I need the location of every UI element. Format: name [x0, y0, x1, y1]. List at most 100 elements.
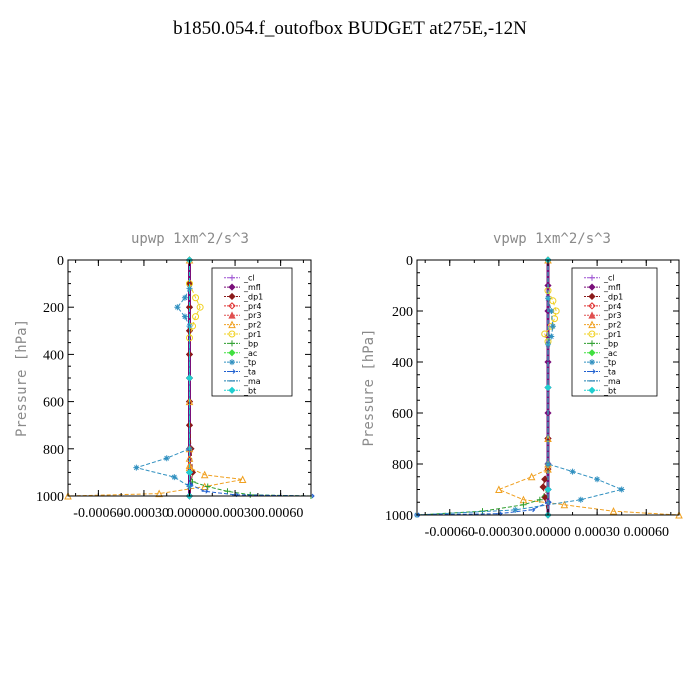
x-tick-label: 0.00060 — [258, 506, 304, 521]
legend-label-cl: _cl — [603, 274, 615, 283]
y-tick-label: 1000 — [385, 509, 413, 524]
data-point-tp — [548, 308, 555, 314]
y-tick-label: 600 — [392, 407, 413, 422]
data-point-pr2 — [155, 489, 163, 498]
y-tick-label: 0 — [406, 254, 413, 269]
x-tick-label: 0.00000 — [525, 525, 571, 540]
data-point-tp — [186, 483, 193, 490]
data-point-pr1 — [192, 313, 200, 321]
data-point-pr2 — [200, 470, 209, 479]
data-point-pr1 — [549, 297, 557, 305]
legend-marker-pr1 — [588, 330, 596, 338]
y-tick-label: 0 — [57, 254, 64, 269]
data-point-pr2 — [185, 461, 194, 469]
legend-label-ta: _ta — [243, 368, 256, 377]
data-point-ta — [201, 488, 209, 494]
legend-label-mfl: _mfl — [603, 283, 621, 292]
legend-marker-pr3 — [588, 311, 596, 319]
legend-label-tp: _tp — [603, 358, 616, 367]
legend-label-tp: _tp — [243, 358, 256, 367]
legend-label-mfl: _mfl — [243, 283, 261, 292]
data-point-tp — [133, 464, 140, 471]
data-point-bt — [544, 383, 552, 392]
panel-title: vpwp 1xm^2/s^3 — [493, 231, 611, 247]
series-line-pr2 — [497, 260, 680, 516]
legend-label-pr4: _pr4 — [243, 302, 261, 311]
data-point-tp — [163, 455, 170, 462]
legend-marker-ta — [589, 369, 596, 374]
data-point-pr2 — [560, 500, 569, 509]
legend-marker-cl — [229, 274, 235, 281]
legend-label-dp1: _dp1 — [603, 292, 623, 301]
legend-marker-pr2 — [588, 320, 596, 329]
legend-marker-ac — [588, 349, 596, 357]
y-axis-label: Pressure [hPa] — [14, 319, 30, 437]
series-line-pr1 — [544, 290, 557, 342]
data-point-pr2 — [527, 472, 536, 481]
y-tick-label: 400 — [392, 356, 413, 371]
data-point-bp — [520, 501, 527, 508]
x-tick-label: -0.00060 — [425, 525, 475, 540]
x-tick-label: -0.00030 — [474, 525, 524, 540]
legend-label-pr2: _pr2 — [603, 321, 621, 330]
legend-label-bp: _bp — [243, 339, 258, 348]
legend-label-ac: _ac — [243, 349, 257, 358]
legend-marker-pr2 — [228, 320, 236, 329]
data-point-bp — [536, 496, 543, 503]
legend-marker-bt — [588, 386, 596, 394]
x-tick-label: 0.00060 — [624, 525, 670, 540]
legend-label-dp1: _dp1 — [243, 292, 263, 301]
x-tick-label: 0.00030 — [574, 525, 620, 540]
chart-panel-1: 0 200 400 600 800 1000 -0.00060-0.000300.00000… — [14, 231, 315, 521]
data-point-bt — [544, 485, 552, 494]
legend-marker-bt — [228, 386, 236, 394]
legend-marker-pr4 — [588, 302, 596, 310]
y-tick-label: 600 — [43, 396, 64, 411]
legend-marker-pr3 — [228, 311, 236, 319]
legend-label-bp: _bp — [603, 339, 618, 348]
legend-marker-ta — [229, 369, 236, 374]
legend-marker-bp — [229, 340, 235, 347]
legend-marker-cl — [589, 274, 595, 281]
panel-title: upwp 1xm^2/s^3 — [131, 231, 249, 247]
legend-marker-pr4 — [228, 302, 236, 310]
series-line-tp — [134, 288, 190, 488]
data-point-tp — [181, 313, 188, 320]
data-point-bt — [185, 374, 194, 382]
data-point-pr2 — [609, 507, 618, 515]
data-point-bp — [224, 488, 231, 495]
y-tick-label: 1000 — [36, 490, 64, 505]
y-tick-label: 800 — [43, 443, 64, 458]
legend-label-pr3: _pr3 — [243, 311, 261, 320]
x-tick-label: 0.00000 — [167, 506, 213, 521]
data-point-tp — [186, 285, 193, 292]
data-point-bt — [185, 468, 194, 476]
data-point-dp1 — [541, 475, 549, 483]
data-point-dp1 — [539, 483, 547, 491]
legend-label-ma: _ma — [243, 377, 261, 386]
legend-label-ma: _ma — [603, 377, 621, 386]
legend-marker-dp1 — [588, 292, 596, 301]
legend: _cl_mfl_dp1_pr4_pr3_pr2_pr1_bp_ac_tp_ta_… — [571, 267, 658, 397]
legend: _cl_mfl_dp1_pr4_pr3_pr2_pr1_bp_ac_tp_ta_… — [211, 267, 293, 397]
legend-marker-bp — [589, 340, 595, 347]
data-point-pr1 — [196, 303, 204, 311]
data-point-tp — [577, 496, 584, 503]
legend-marker-dp1 — [228, 292, 236, 301]
legend-label-pr3: _pr3 — [603, 311, 621, 320]
legend-marker-mfl — [588, 283, 596, 291]
legend-marker-mfl — [228, 283, 236, 291]
legend-label-pr4: _pr4 — [603, 302, 621, 311]
data-point-tp — [174, 304, 181, 311]
chart-panel-2: 0 200 400 600 800 1000 -0.00060-0.00030 0.00000… — [361, 231, 683, 540]
legend-label-bt: _bt — [243, 386, 256, 395]
data-point-pr1 — [551, 315, 559, 323]
y-axis-label: Pressure [hPa] — [361, 328, 377, 446]
data-point-pr2 — [495, 485, 503, 493]
data-point-tp — [171, 474, 178, 481]
y-tick-label: 800 — [392, 458, 413, 473]
legend-label-pr2: _pr2 — [243, 321, 261, 330]
data-point-pr1 — [192, 294, 200, 302]
x-tick-label: 0.00030 — [212, 506, 258, 521]
data-point-pr2 — [238, 475, 247, 483]
